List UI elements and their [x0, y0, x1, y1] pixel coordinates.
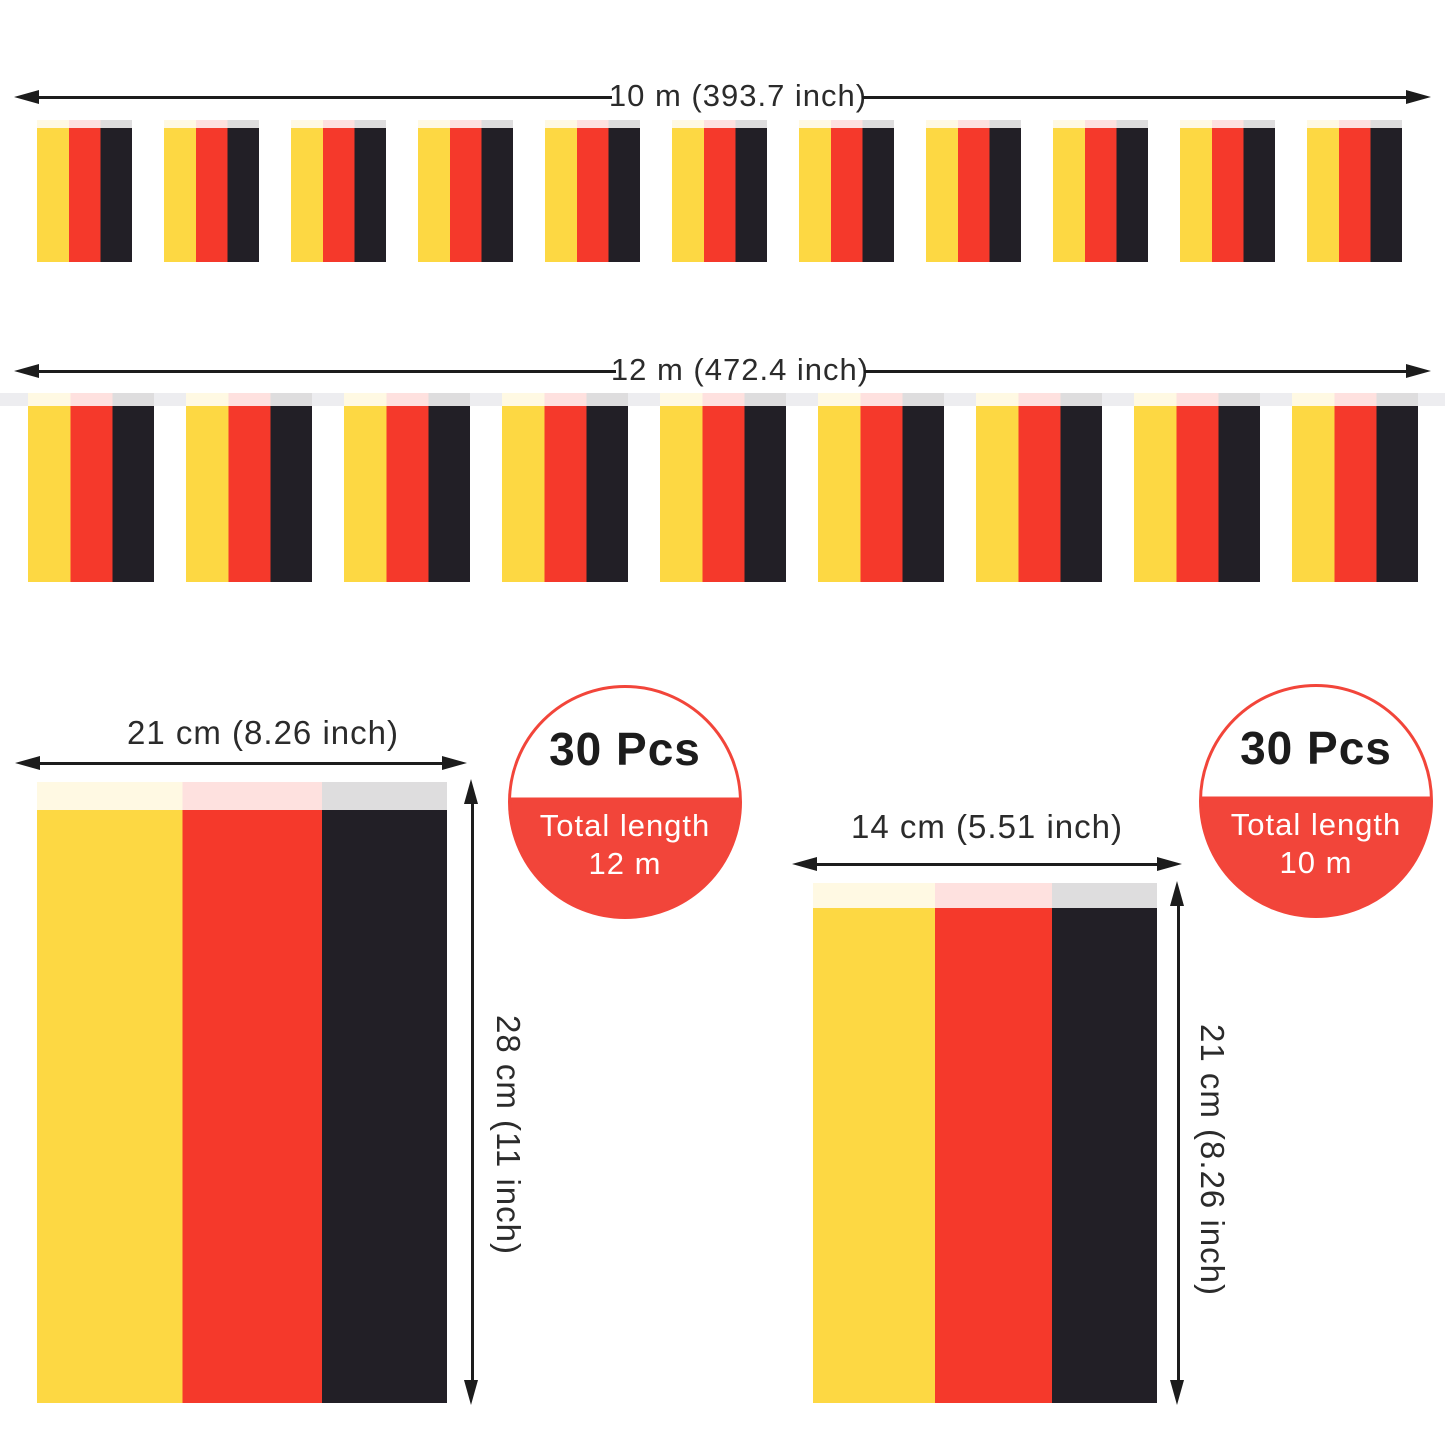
german-flag-pennant: [545, 120, 640, 262]
german-flag-pennant: [926, 120, 1021, 262]
flag-sleeve: [28, 393, 154, 406]
flag-sleeve: [976, 393, 1102, 406]
german-flag-pennant: [28, 393, 154, 582]
arrow-right-icon: [1157, 857, 1182, 871]
german-flag-pennant: [672, 120, 767, 262]
dimension-line: [36, 96, 612, 99]
german-flag-pennant: [186, 393, 312, 582]
dimension-line: [862, 96, 1408, 99]
dimension-line: [36, 370, 616, 373]
badge-total-value: 12 m: [588, 846, 662, 881]
arrow-right-icon: [442, 756, 467, 770]
german-flag-pennant: [1180, 120, 1275, 262]
arrow-left-icon: [14, 90, 39, 104]
dimension-line: [814, 863, 1160, 866]
flag-sleeve: [186, 393, 312, 406]
german-flag-pennant: [502, 393, 628, 582]
flag-sleeve: [799, 120, 894, 128]
dimension-line: [471, 801, 474, 1383]
flag-sleeve: [545, 120, 640, 128]
badge-total-value: 10 m: [1279, 845, 1353, 880]
arrow-down-icon: [464, 1380, 478, 1405]
arrow-left-icon: [15, 756, 40, 770]
flag-sleeve: [1134, 393, 1260, 406]
flag-sleeve: [818, 393, 944, 406]
arrow-right-icon: [1406, 90, 1431, 104]
german-flag-pennant: [799, 120, 894, 262]
german-flag-pennant: [164, 120, 259, 262]
badge-total-length: Total length: [1230, 807, 1402, 842]
badge-10m: 30 Pcs Total length 10 m: [1199, 684, 1433, 918]
badge-12m: 30 Pcs Total length 12 m: [508, 685, 742, 919]
small-german-flag: [813, 883, 1157, 1403]
flag-sleeve: [1292, 393, 1418, 406]
badge-total-length: Total length: [539, 808, 711, 843]
string1-length-label: 10 m (393.7 inch): [608, 78, 868, 113]
german-flag-pennant: [1292, 393, 1418, 582]
flag-string-12m: [28, 393, 1418, 582]
arrow-left-icon: [14, 364, 39, 378]
german-flag-pennant: [1134, 393, 1260, 582]
german-flag-pennant: [37, 120, 132, 262]
german-flag-pennant: [291, 120, 386, 262]
small-flag-height-label: 21 cm (8.26 inch): [1194, 1024, 1231, 1296]
large-flag-height-label: 28 cm (11 inch): [490, 1015, 527, 1255]
arrow-up-icon: [1170, 881, 1184, 906]
small-flag-width-label: 14 cm (5.51 inch): [851, 808, 1123, 845]
flag-sleeve: [1053, 120, 1148, 128]
dimension-line: [37, 762, 445, 765]
german-flag-pennant: [344, 393, 470, 582]
german-flag-pennant: [1307, 120, 1402, 262]
flag-sleeve: [418, 120, 513, 128]
german-flag-pennant: [976, 393, 1102, 582]
german-flag-pennant: [660, 393, 786, 582]
flag-sleeve: [813, 883, 1157, 908]
flag-sleeve: [37, 120, 132, 128]
arrow-down-icon: [1170, 1380, 1184, 1405]
flag-sleeve: [344, 393, 470, 406]
flag-sleeve: [502, 393, 628, 406]
arrow-left-icon: [792, 857, 817, 871]
flag-string-10m: [37, 120, 1402, 262]
dimension-line: [1177, 903, 1180, 1383]
large-flag-width-label: 21 cm (8.26 inch): [127, 714, 399, 751]
arrow-up-icon: [464, 779, 478, 804]
flag-sleeve: [1307, 120, 1402, 128]
german-flag-pennant: [1053, 120, 1148, 262]
german-flag-pennant: [818, 393, 944, 582]
flag-sleeve: [660, 393, 786, 406]
large-german-flag: [37, 782, 447, 1403]
flag-sleeve: [37, 782, 447, 810]
string2-length-label: 12 m (472.4 inch): [610, 352, 870, 387]
flag-sleeve: [926, 120, 1021, 128]
flag-sleeve: [164, 120, 259, 128]
german-flag-pennant: [418, 120, 513, 262]
badge-pieces: 30 Pcs: [1240, 722, 1392, 774]
badge-pieces: 30 Pcs: [549, 723, 701, 775]
flag-sleeve: [291, 120, 386, 128]
flag-sleeve: [672, 120, 767, 128]
arrow-right-icon: [1406, 364, 1431, 378]
dimension-line: [864, 370, 1408, 373]
flag-sleeve: [1180, 120, 1275, 128]
